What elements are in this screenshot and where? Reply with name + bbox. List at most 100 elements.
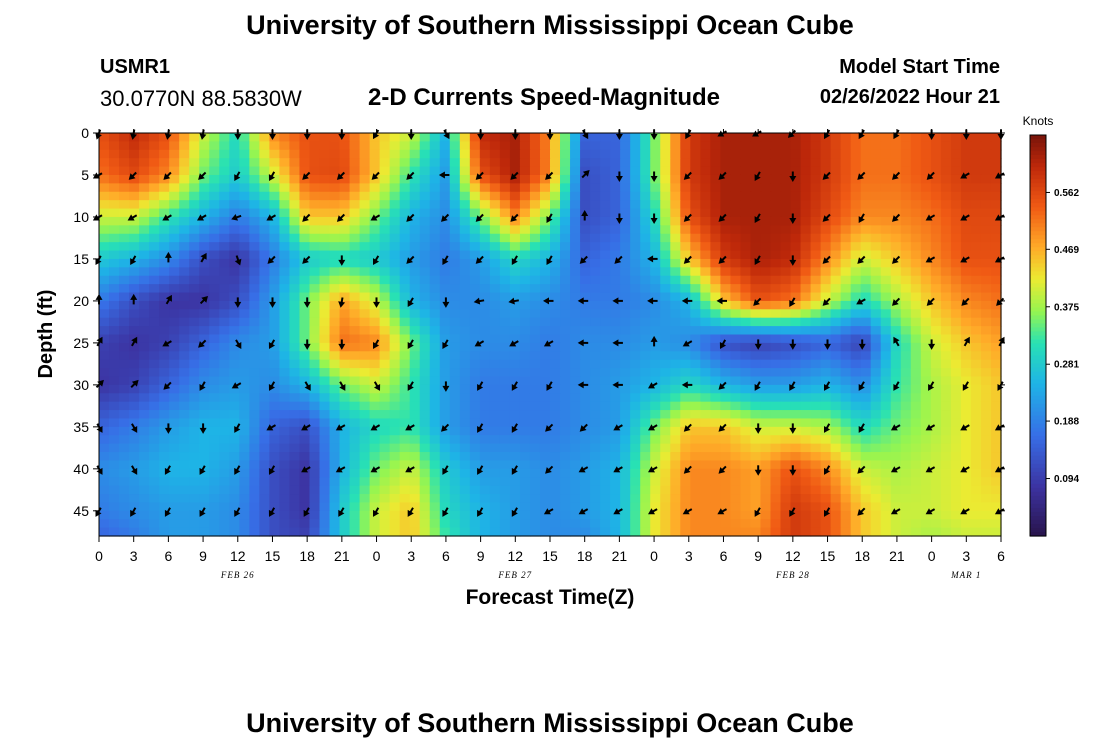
heatmap-cell — [790, 317, 802, 327]
heatmap-cell — [890, 477, 902, 487]
heatmap-cell — [429, 326, 441, 336]
heatmap-cell — [660, 183, 671, 193]
heatmap-cell — [399, 460, 411, 470]
heatmap-cell — [229, 410, 240, 420]
heatmap-cell — [610, 216, 621, 226]
heatmap-cell — [439, 183, 451, 193]
heatmap-cell — [720, 216, 731, 226]
heatmap-cell — [189, 351, 200, 361]
heatmap-cell — [770, 258, 782, 268]
heatmap-cell — [890, 460, 902, 470]
heatmap-cell — [309, 401, 321, 411]
heatmap-cell — [720, 494, 731, 504]
heatmap-cell — [539, 216, 551, 226]
current-arrow — [892, 297, 901, 306]
heatmap-cell — [750, 300, 762, 310]
heatmap-cell — [129, 300, 140, 310]
current-arrow — [890, 424, 901, 431]
heatmap-cell — [750, 242, 762, 252]
heatmap-cell — [960, 410, 972, 420]
heatmap-cell — [770, 166, 782, 176]
heatmap-cell — [259, 502, 270, 512]
heatmap-cell — [199, 267, 210, 277]
heatmap-cell — [910, 452, 922, 462]
heatmap-cell — [439, 250, 451, 260]
arrow-head — [926, 299, 934, 306]
current-arrow — [650, 171, 658, 182]
heatmap-cell — [289, 174, 301, 184]
heatmap-cell — [529, 166, 541, 176]
heatmap-cell — [910, 527, 922, 537]
heatmap-cell — [870, 393, 882, 403]
heatmap-cell — [489, 250, 501, 260]
heatmap-cell — [900, 208, 912, 218]
heatmap-cell — [499, 359, 511, 369]
heatmap-cell — [690, 519, 701, 529]
heatmap-cell — [299, 149, 311, 159]
heatmap-cell — [279, 133, 291, 142]
heatmap-cell — [379, 426, 391, 436]
heatmap-cell — [179, 376, 190, 386]
heatmap-cell — [660, 309, 671, 319]
arrow-head — [131, 467, 138, 475]
heatmap-cell — [850, 502, 862, 512]
arrow-head — [858, 426, 865, 433]
heatmap-cell — [820, 292, 832, 302]
heatmap-cell — [770, 477, 782, 487]
arrow-head — [614, 257, 622, 264]
heatmap-cell — [960, 158, 972, 168]
heatmap-cell — [880, 401, 892, 411]
heatmap-cell — [810, 426, 822, 436]
heatmap-cell — [770, 300, 782, 310]
heatmap-cell — [189, 267, 200, 277]
heatmap-cell — [459, 418, 471, 428]
heatmap-cell — [870, 376, 882, 386]
heatmap-cell — [570, 326, 581, 336]
heatmap-cell — [349, 326, 361, 336]
heatmap-cell — [449, 519, 461, 529]
heatmap-cell — [990, 401, 1002, 411]
heatmap-cell — [179, 208, 190, 218]
heatmap-cell — [980, 267, 992, 277]
heatmap-cell — [930, 359, 942, 369]
heatmap-cell — [960, 384, 972, 394]
heatmap-cell — [99, 250, 110, 260]
heatmap-cell — [930, 326, 942, 336]
heatmap-cell — [820, 284, 832, 294]
heatmap-cell — [590, 368, 601, 378]
heatmap-cell — [99, 351, 110, 361]
heatmap-cell — [960, 174, 972, 184]
heatmap-cell — [209, 342, 220, 352]
heatmap-cell — [189, 334, 200, 344]
heatmap-cell — [800, 342, 812, 352]
heatmap-cell — [229, 284, 240, 294]
heatmap-cell — [469, 284, 481, 294]
current-arrow — [234, 171, 241, 181]
heatmap-cell — [800, 401, 812, 411]
heatmap-cell — [930, 225, 942, 235]
heatmap-cell — [159, 477, 170, 487]
heatmap-cell — [710, 275, 721, 285]
heatmap-cell — [620, 284, 631, 294]
heatmap-cell — [139, 317, 150, 327]
heatmap-cell — [800, 258, 812, 268]
heatmap-cell — [419, 452, 431, 462]
heatmap-cell — [419, 460, 431, 470]
heatmap-cell — [369, 519, 381, 529]
heatmap-cell — [409, 233, 421, 243]
heatmap-cell — [319, 133, 331, 142]
heatmap-cell — [429, 351, 441, 361]
heatmap-cell — [720, 443, 731, 453]
heatmap-cell — [389, 376, 401, 386]
heatmap-cell — [990, 149, 1002, 159]
heatmap-cell — [419, 384, 431, 394]
heatmap-cell — [610, 300, 621, 310]
heatmap-cell — [189, 418, 200, 428]
heatmap-cell — [339, 174, 351, 184]
heatmap-cell — [229, 166, 240, 176]
current-arrow — [511, 255, 518, 265]
heatmap-cell — [800, 351, 812, 361]
heatmap-cell — [539, 275, 551, 285]
heatmap-cell — [399, 351, 411, 361]
heatmap-cell — [309, 477, 321, 487]
